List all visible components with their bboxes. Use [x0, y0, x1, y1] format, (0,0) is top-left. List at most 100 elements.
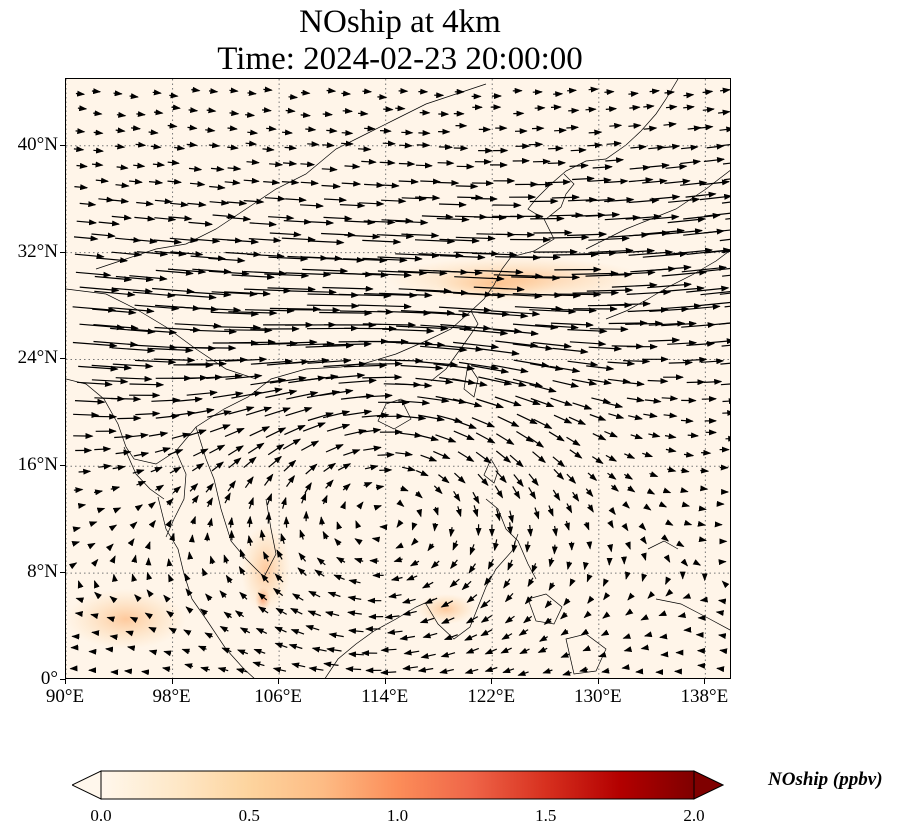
- wind-arrow: [334, 538, 342, 547]
- wind-arrow: [601, 667, 610, 674]
- wind-arrow: [91, 378, 129, 385]
- wind-arrow: [212, 391, 244, 399]
- wind-arrow: [588, 345, 623, 352]
- wind-arrow: [628, 414, 643, 421]
- wind-arrow: [719, 238, 730, 242]
- wind-arrow: [531, 563, 538, 574]
- wind-arrow: [587, 472, 598, 481]
- wind-arrow: [245, 140, 258, 147]
- wind-arrow: [284, 144, 297, 151]
- wind-arrow: [722, 274, 730, 277]
- wind-arrow: [239, 591, 248, 600]
- wind-arrow: [193, 448, 209, 457]
- wind-arrow: [623, 358, 651, 365]
- wind-arrow: [566, 561, 573, 570]
- wind-arrow: [185, 606, 194, 614]
- wind-arrow: [401, 465, 416, 472]
- wind-arrow: [111, 251, 143, 258]
- wind-arrow: [661, 303, 702, 310]
- wind-arrow: [471, 417, 496, 428]
- wind-arrow: [396, 325, 449, 332]
- wind-arrow: [362, 238, 402, 245]
- wind-arrow: [300, 89, 311, 96]
- wind-arrow: [211, 461, 224, 472]
- wind-arrow: [109, 595, 118, 604]
- wind-arrow: [131, 125, 141, 132]
- wind-arrow: [473, 286, 525, 293]
- wind-arrow: [290, 629, 305, 635]
- wind-arrow: [664, 178, 691, 185]
- wind-arrow: [547, 505, 554, 517]
- wind-arrow: [453, 292, 506, 299]
- wind-arrow: [649, 88, 660, 95]
- wind-arrow: [477, 347, 520, 356]
- wind-arrow: [529, 363, 564, 372]
- wind-arrow: [668, 196, 701, 203]
- wind-arrow: [187, 429, 207, 437]
- wind-vectors: [68, 86, 730, 676]
- wind-arrow: [339, 202, 366, 209]
- map-canvas: [66, 79, 730, 678]
- wind-arrow: [341, 129, 354, 136]
- wind-arrow: [562, 669, 572, 676]
- wind-arrow: [524, 541, 531, 553]
- wind-arrow: [512, 343, 554, 351]
- wind-arrow: [630, 144, 647, 151]
- wind-arrow: [265, 389, 298, 399]
- wind-arrow: [337, 463, 352, 471]
- wind-arrow: [305, 625, 320, 631]
- wind-arrow: [324, 610, 340, 617]
- wind-arrow: [227, 125, 238, 132]
- wind-arrow: [721, 344, 730, 347]
- wind-arrow: [268, 255, 309, 262]
- wind-arrow: [111, 214, 132, 221]
- wind-arrow: [396, 499, 405, 507]
- wind-arrow: [457, 451, 475, 462]
- wind-arrow: [453, 430, 475, 441]
- wind-arrow: [495, 231, 536, 238]
- wind-arrow: [395, 105, 406, 112]
- wind-arrow: [275, 607, 287, 615]
- wind-arrow: [336, 556, 346, 564]
- wind-arrow: [702, 89, 714, 96]
- wind-arrow: [282, 160, 298, 167]
- lat-tick-mark: [60, 679, 65, 680]
- wind-arrow: [400, 309, 455, 316]
- wind-arrow: [420, 454, 438, 462]
- lat-tick-label: 0°: [40, 668, 58, 689]
- wind-arrow: [224, 492, 231, 504]
- wind-arrow: [424, 597, 438, 605]
- wind-arrow: [297, 567, 307, 576]
- wind-arrow: [208, 257, 246, 264]
- wind-arrow: [627, 306, 669, 313]
- wind-arrow: [419, 617, 435, 624]
- wind-arrow: [264, 195, 286, 202]
- wind-arrow: [299, 529, 306, 540]
- wind-arrow: [155, 269, 194, 276]
- wind-arrow: [341, 90, 352, 97]
- wind-arrow: [658, 610, 667, 617]
- wind-arrow: [585, 196, 616, 203]
- wind-arrow: [547, 179, 572, 186]
- wind-arrow: [659, 633, 668, 640]
- wind-arrow: [484, 666, 498, 672]
- map-title: NOship at 4km: [299, 4, 501, 40]
- wind-arrow: [474, 326, 523, 334]
- wind-arrow: [98, 463, 112, 470]
- wind-arrow: [93, 324, 139, 331]
- wind-arrow: [276, 549, 284, 560]
- wind-arrow: [224, 427, 245, 438]
- wind-arrow: [153, 357, 196, 364]
- wind-arrow: [436, 414, 463, 424]
- wind-arrow: [668, 247, 713, 255]
- wind-arrow: [380, 646, 397, 653]
- wind-arrow: [483, 575, 493, 586]
- wind-arrow: [721, 250, 730, 253]
- wind-arrow: [316, 557, 326, 566]
- wind-arrow: [73, 412, 100, 419]
- wind-arrow: [642, 451, 654, 458]
- wind-arrow: [363, 219, 396, 226]
- wind-arrow: [436, 344, 484, 352]
- wind-arrow: [591, 397, 612, 404]
- wind-arrow: [189, 328, 238, 335]
